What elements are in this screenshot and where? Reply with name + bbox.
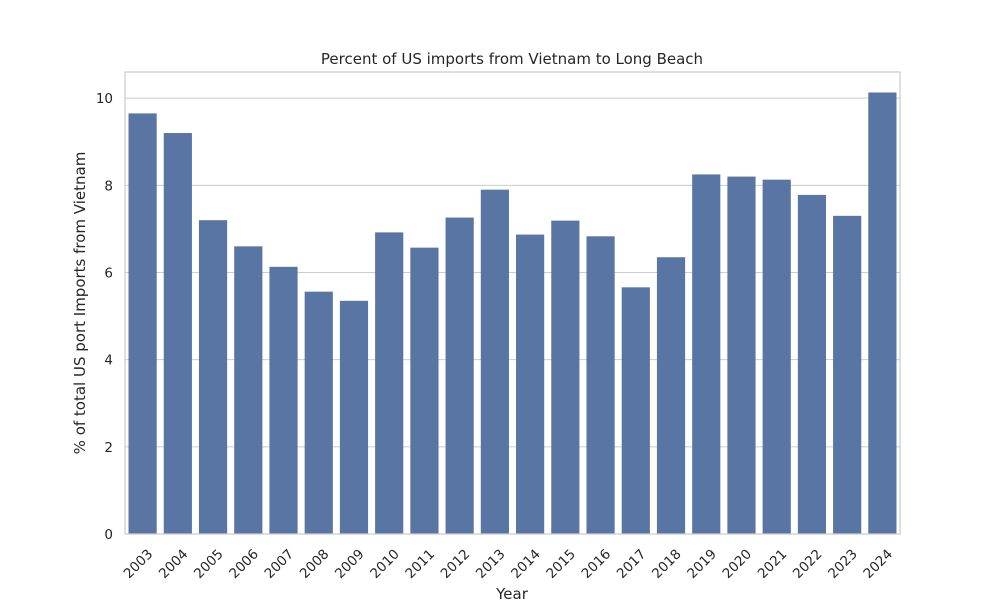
y-tick-label: 8 — [104, 178, 113, 194]
y-tick-labels: 0 2 4 6 8 10 — [96, 91, 113, 543]
x-tick-label: 2013 — [473, 546, 509, 582]
x-tick-label: 2005 — [191, 546, 227, 582]
x-tick-label: 2014 — [508, 546, 544, 582]
bars — [128, 92, 897, 535]
bar-2014 — [516, 234, 545, 534]
bar-2010 — [375, 232, 404, 534]
x-tick-label: 2009 — [332, 546, 368, 582]
bar-2008 — [304, 291, 333, 534]
bar-2005 — [198, 220, 228, 535]
bar-2003 — [128, 113, 157, 534]
bar-2018 — [656, 257, 686, 534]
x-tick-label: 2021 — [755, 546, 791, 582]
bar-2024 — [868, 92, 897, 534]
x-tick-label: 2003 — [121, 546, 157, 582]
bar-2006 — [234, 246, 263, 534]
x-tick-label: 2006 — [226, 546, 262, 582]
y-tick-label: 10 — [96, 91, 113, 107]
bar-2021 — [762, 179, 791, 534]
x-tick-label: 2020 — [719, 546, 755, 582]
bar-2013 — [480, 189, 509, 534]
bar-2023 — [833, 215, 862, 534]
y-tick-label: 0 — [104, 527, 113, 543]
x-tick-label: 2008 — [297, 546, 333, 582]
x-tick-label: 2012 — [438, 546, 474, 582]
bar-2015 — [551, 220, 580, 535]
x-axis-label: Year — [495, 585, 529, 600]
chart-title: Percent of US imports from Vietnam to Lo… — [321, 50, 703, 68]
x-tick-label: 2023 — [825, 546, 861, 582]
x-tick-label: 2011 — [402, 546, 438, 582]
y-tick-label: 2 — [104, 440, 113, 456]
x-tick-label: 2016 — [579, 546, 615, 582]
x-tick-label: 2017 — [614, 546, 650, 582]
x-tick-label: 2010 — [367, 546, 403, 582]
bar-2007 — [269, 266, 298, 534]
bar-2012 — [445, 217, 474, 534]
bar-2022 — [797, 194, 827, 535]
x-tick-labels: 2003 2004 2005 2006 2007 2008 2009 2010 2011 2012… — [121, 546, 896, 582]
x-tick-label: 2018 — [649, 546, 685, 582]
x-tick-label: 2015 — [543, 546, 579, 582]
y-axis-label: % of total US port Imports from Vietnam — [71, 152, 89, 455]
x-tick-label: 2019 — [684, 546, 720, 582]
x-tick-label: 2024 — [860, 546, 896, 582]
bar-2020 — [727, 176, 756, 535]
bar-2011 — [410, 247, 439, 535]
bar-2009 — [339, 300, 369, 534]
plot-frame — [124, 71, 901, 535]
bar-2016 — [586, 236, 615, 534]
x-tick-label: 2004 — [156, 546, 192, 582]
bar-2019 — [692, 174, 721, 534]
bar-2017 — [621, 287, 650, 534]
y-tick-label: 6 — [104, 265, 113, 281]
x-tick-label: 2007 — [262, 546, 298, 582]
x-tick-label: 2022 — [790, 546, 826, 582]
y-tick-label: 4 — [104, 353, 113, 369]
bar-2004 — [163, 133, 192, 535]
